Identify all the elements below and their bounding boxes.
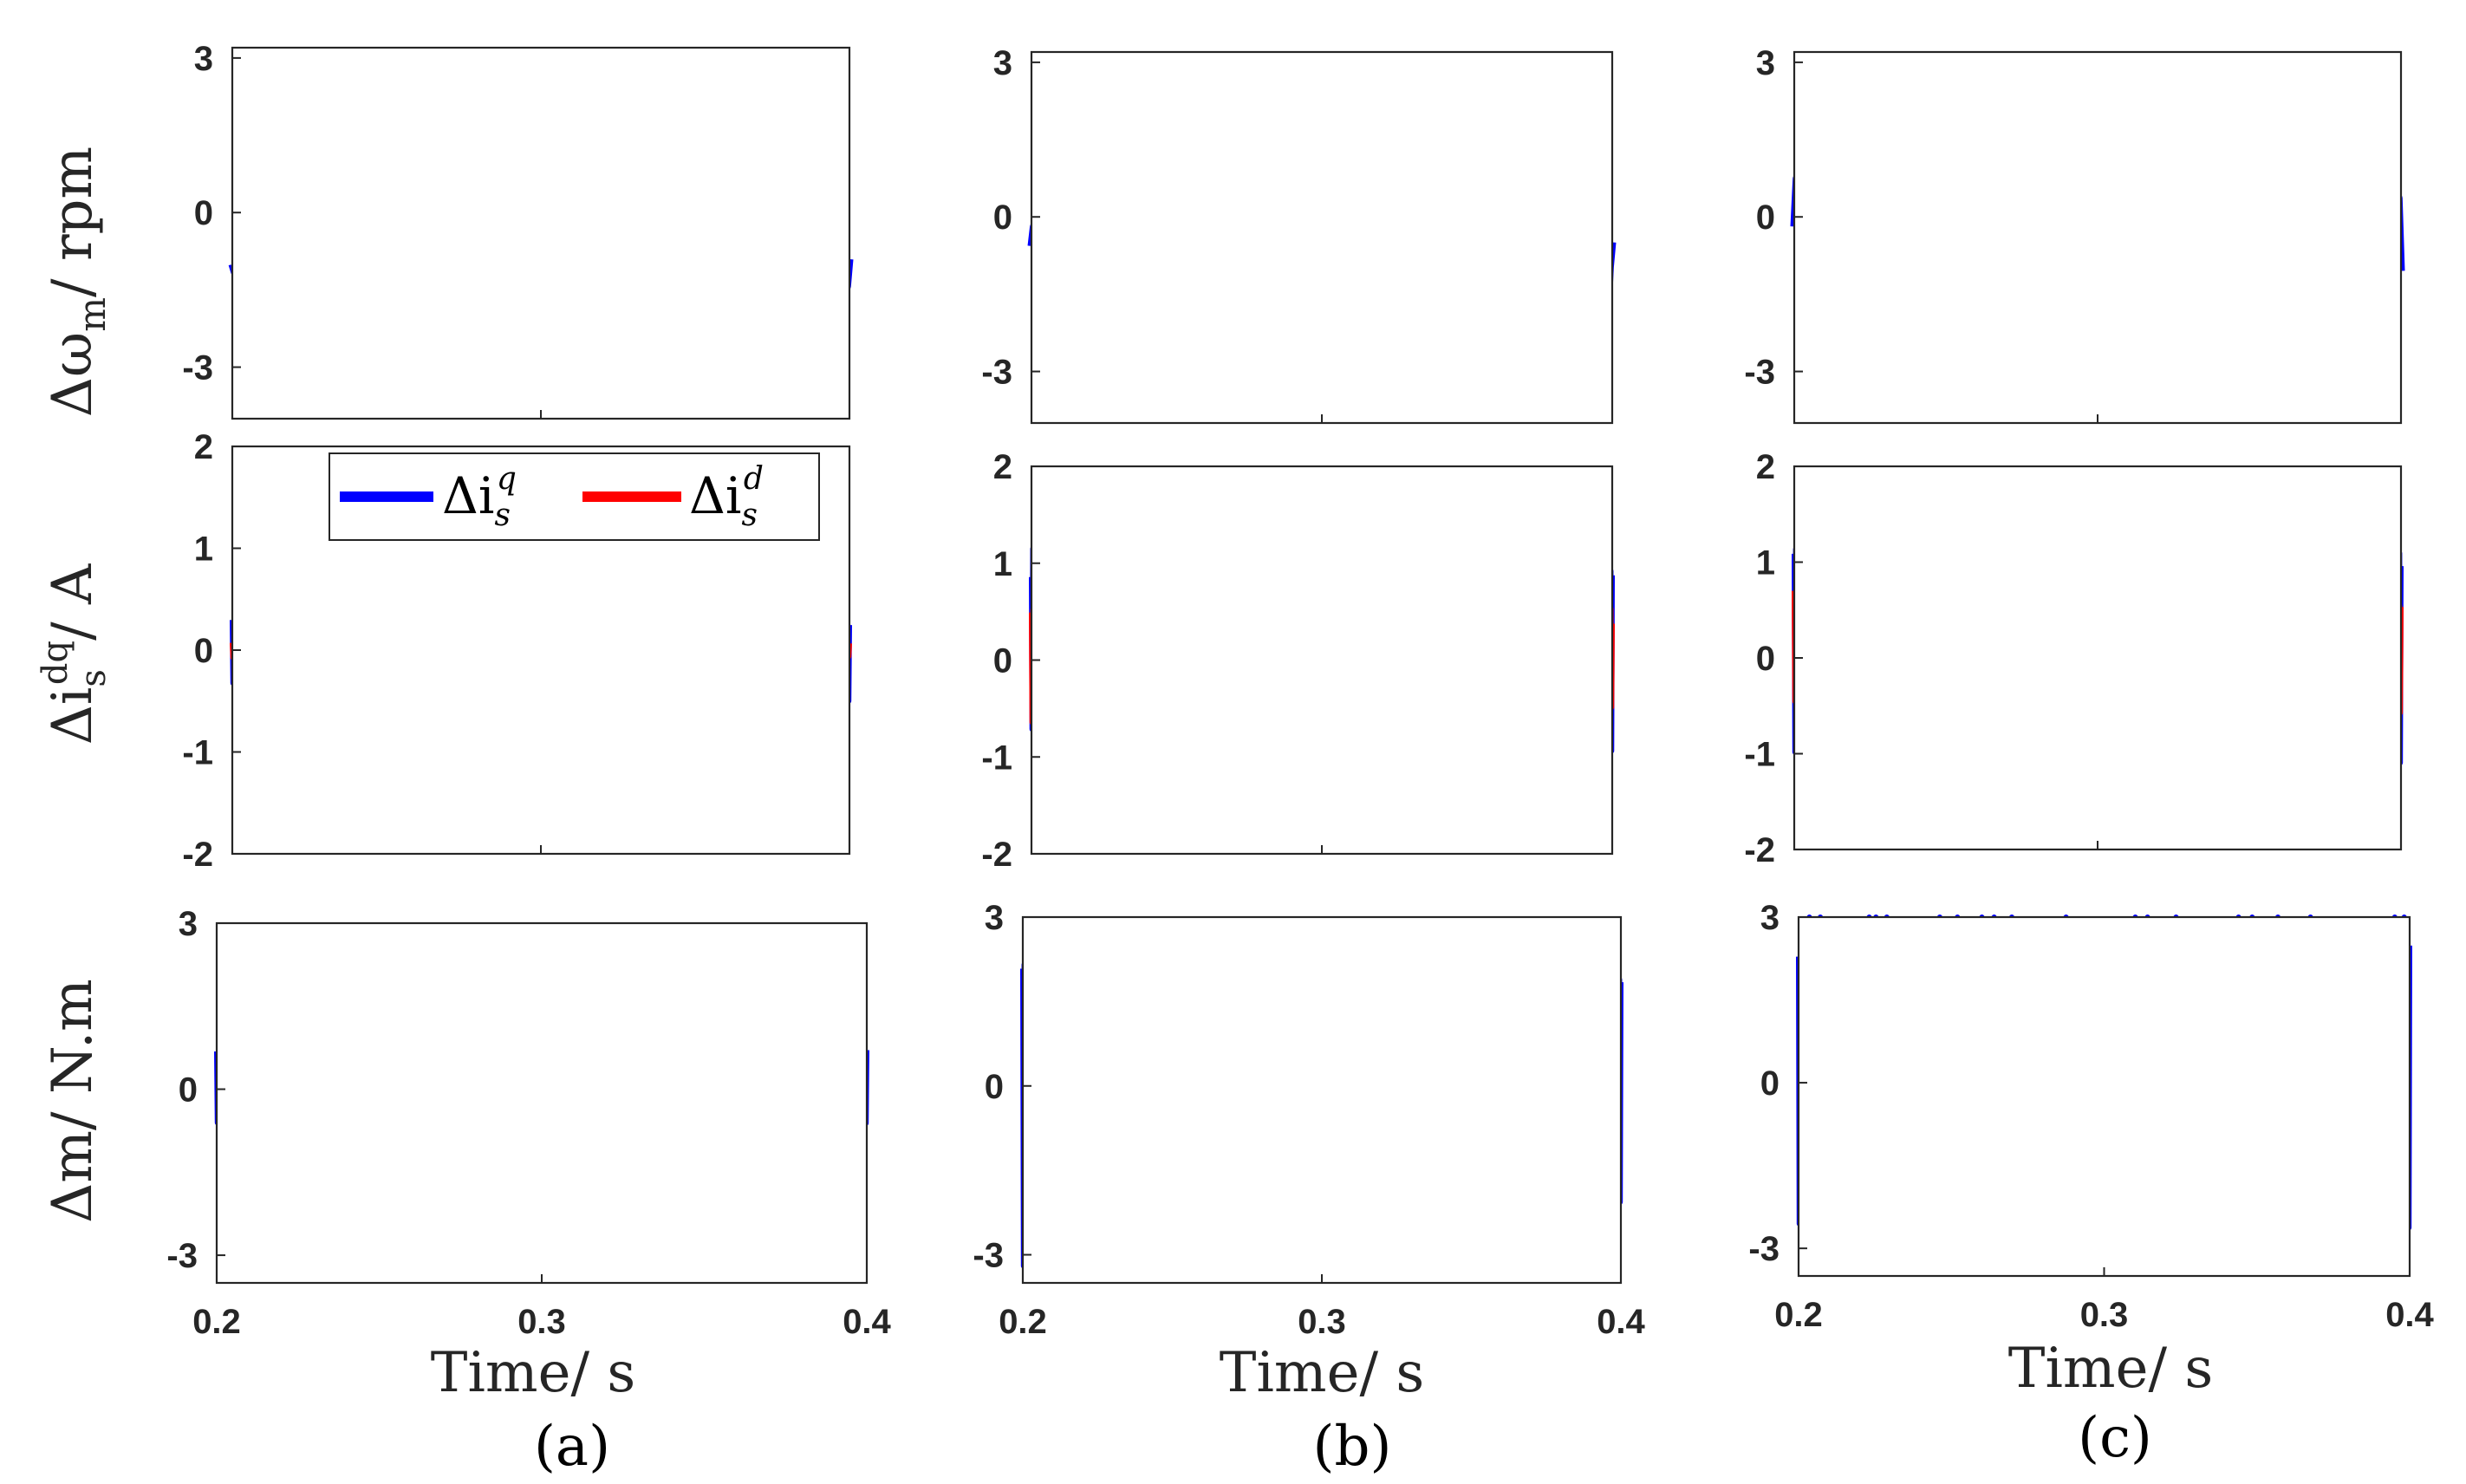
- ytick-label: -2: [981, 836, 1012, 874]
- ytick-label: 0: [985, 1068, 1004, 1106]
- subplot-r1-c2: 2 1 0 -1 -2: [1744, 448, 2404, 869]
- ylabel-row2: Δm/ N.m: [41, 979, 105, 1223]
- xtick-label: 0.2: [999, 1303, 1047, 1341]
- axes-layer: 3 0 -3 3 0 -3 3 0 -3 2 1 0 -1 -2 2 1 0 -1 -2 2 1 0 -1 -2 3 0 -3 0.2…: [166, 40, 2434, 1341]
- legend-label-q: Δisq: [442, 461, 517, 533]
- ytick-label: -1: [182, 734, 213, 772]
- ytick-label: 0: [1756, 640, 1775, 678]
- ytick-label: -3: [981, 354, 1012, 392]
- ytick-label: 3: [985, 899, 1004, 937]
- subplot-r0-c1: 3 0 -3: [981, 44, 1617, 425]
- ytick-label: 3: [179, 905, 198, 943]
- xtick-label: 0.4: [2385, 1296, 2434, 1334]
- ytick-label: 3: [1760, 899, 1780, 937]
- legend: Δisq Δisd: [329, 452, 820, 541]
- xtick-label: 0.2: [1774, 1296, 1823, 1334]
- axes-frame: [1021, 915, 1623, 1285]
- ytick-label: 1: [1756, 544, 1775, 583]
- xlabel-b: Time/ s: [1220, 1341, 1424, 1405]
- ytick-label: -3: [166, 1237, 198, 1275]
- panel-label-c: (c): [2078, 1406, 2152, 1470]
- axes-frame: [1030, 465, 1614, 856]
- ytick-label: 2: [194, 428, 213, 466]
- ytick-label: -3: [1748, 1230, 1780, 1268]
- xtick-label: 0.3: [2080, 1296, 2129, 1334]
- axes-frame: [1793, 465, 2403, 851]
- panel-label-a: (a): [534, 1415, 610, 1479]
- ytick-label: 1: [194, 530, 213, 569]
- axes-frame: [1797, 915, 2411, 1278]
- ytick-label: 0: [1756, 199, 1775, 237]
- ytick-label: 2: [993, 448, 1012, 486]
- xtick-label: 0.3: [517, 1303, 566, 1341]
- subplot-r1-c1: 2 1 0 -1 -2: [981, 448, 1615, 874]
- xtick-label: 0.4: [1597, 1303, 1645, 1341]
- ytick-label: -2: [1744, 831, 1775, 869]
- subplot-r2-c0: 3 0 -3 0.2 0.3 0.4: [166, 905, 891, 1341]
- ytick-label: 3: [194, 40, 213, 78]
- axes-frame: [215, 921, 869, 1285]
- ytick-label: -3: [1744, 354, 1775, 392]
- ytick-label: 0: [993, 199, 1012, 237]
- ytick-label: 0: [1760, 1064, 1780, 1103]
- ylabel-row1: Δisdq/ A: [36, 563, 114, 745]
- xtick-label: 0.3: [1298, 1303, 1346, 1341]
- ytick-label: 3: [993, 44, 1012, 82]
- ytick-label: -3: [182, 349, 213, 387]
- ytick-label: -1: [1744, 736, 1775, 774]
- xlabel-a: Time/ s: [431, 1341, 635, 1405]
- ytick-label: 0: [194, 194, 213, 232]
- xtick-label: 0.4: [843, 1303, 891, 1341]
- ytick-label: 1: [993, 545, 1012, 583]
- ytick-label: -2: [182, 836, 213, 874]
- ytick-label: 0: [179, 1071, 198, 1110]
- subplot-r2-c2: 3 0 -3 0.2 0.3 0.4: [1748, 899, 2434, 1334]
- subplot-r2-c1: 3 0 -3 0.2 0.3 0.4: [973, 899, 1645, 1341]
- panel-label-b: (b): [1313, 1415, 1392, 1479]
- ytick-label: -3: [973, 1237, 1004, 1275]
- subplot-r0-c2: 3 0 -3: [1744, 44, 2405, 425]
- axes-frame: [231, 46, 851, 420]
- ytick-label: 2: [1756, 448, 1775, 486]
- ytick-label: 0: [993, 642, 1012, 680]
- subplot-r0-c0: 3 0 -3: [182, 40, 854, 420]
- axes-frame: [1030, 50, 1614, 425]
- legend-label-d: Δisd: [689, 461, 764, 533]
- ytick-label: 0: [194, 632, 213, 670]
- ylabel-row0: Δωm/ rpm: [41, 146, 114, 417]
- xtick-label: 0.2: [192, 1303, 241, 1341]
- ytick-label: -1: [981, 739, 1012, 777]
- xlabel-c: Time/ s: [2008, 1337, 2213, 1401]
- axes-frame: [1793, 50, 2403, 425]
- ytick-label: 3: [1756, 44, 1775, 82]
